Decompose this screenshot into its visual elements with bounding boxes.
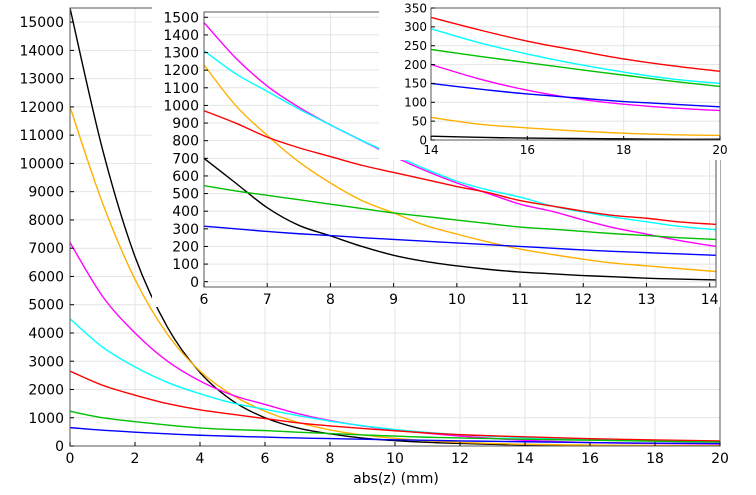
main-x-tick-label: 4 — [196, 451, 205, 467]
inset1-series-line-3 — [204, 22, 716, 248]
main-x-tick-label: 20 — [711, 451, 729, 467]
main-y-tick-label: 15000 — [19, 15, 64, 31]
main-y-tick-label: 0 — [55, 439, 64, 455]
inset2-x-tick-label: 14 — [423, 143, 438, 157]
inset1-series-group — [204, 22, 716, 281]
main-y-tick-label: 9000 — [28, 185, 64, 201]
inset1-y-tick-label: 1400 — [163, 28, 199, 44]
main-y-tick-label: 12000 — [19, 100, 64, 116]
inset2-series-line-1 — [431, 135, 720, 140]
main-y-tick-label: 3000 — [28, 354, 64, 370]
inset2-series-group — [431, 16, 720, 140]
main-series-group — [70, 8, 720, 446]
inset2-plot-frame — [430, 7, 721, 141]
main-x-tick-label: 16 — [581, 451, 599, 467]
inset1-x-tick-label: 12 — [574, 292, 592, 308]
inset2-series-line-5 — [431, 16, 720, 73]
main-x-tick-label: 12 — [451, 451, 469, 467]
inset1-series-line-5 — [204, 110, 716, 226]
inset1-x-tick-label: 14 — [701, 292, 719, 308]
main-x-tick-label: 6 — [261, 451, 270, 467]
inset1-x-tick-label: 13 — [638, 292, 656, 308]
inset1-series-line-7 — [204, 225, 716, 256]
inset1-y-tick-label: 100 — [172, 257, 199, 273]
inset1-x-tick-label: 10 — [448, 292, 466, 308]
x-axis-label: abs(z) (mm) — [353, 471, 439, 487]
main-series-line-5 — [70, 370, 720, 442]
main-y-tick-label: 6000 — [28, 269, 64, 285]
main-x-tick-label: 18 — [646, 451, 664, 467]
main-y-tick-label: 1000 — [28, 411, 64, 427]
main-x-tick-label: 14 — [516, 451, 534, 467]
inset2-y-tick-label: 200 — [404, 58, 427, 72]
main-series-line-6 — [70, 410, 720, 443]
main-y-tick-label: 10000 — [19, 156, 64, 172]
main-y-tick-label: 7000 — [28, 241, 64, 257]
inset1-x-tick-label: 9 — [389, 292, 398, 308]
inset1-y-tick-label: 600 — [172, 169, 199, 185]
inset1-y-tick-label: 1100 — [163, 81, 199, 97]
main-y-tick-label: 11000 — [19, 128, 64, 144]
main-y-tick-label: 2000 — [28, 383, 64, 399]
inset2-y-tick-label: 100 — [404, 96, 427, 110]
main-x-tick-label: 2 — [131, 451, 140, 467]
inset2-y-tick-label: 300 — [404, 20, 427, 34]
inset1-y-tick-label: 0 — [190, 275, 199, 291]
main-series-line-2 — [70, 106, 720, 446]
inset2-series-line-2 — [431, 116, 720, 137]
inset2-x-tick-label: 18 — [616, 143, 631, 157]
inset1-x-tick-label: 11 — [511, 292, 529, 308]
inset1-y-tick-label: 700 — [172, 151, 199, 167]
main-y-tick-label: 13000 — [19, 72, 64, 88]
inset1-series-line-2 — [204, 64, 716, 273]
inset2-y-tick-label: 0 — [419, 133, 427, 147]
inset2-x-tick-label: 16 — [520, 143, 535, 157]
inset1-y-tick-label: 400 — [172, 204, 199, 220]
inset2-y-tick-label: 250 — [404, 39, 427, 53]
main-x-tick-label: 10 — [386, 451, 404, 467]
inset2-series-line-6 — [431, 48, 720, 88]
main-x-tick-label: 8 — [326, 451, 335, 467]
main-y-tick-label: 5000 — [28, 298, 64, 314]
inset2-series-line-4 — [431, 28, 720, 85]
inset2-y-tick-label: 150 — [404, 77, 427, 91]
inset2-series-line-3 — [431, 63, 720, 112]
main-series-line-4 — [70, 318, 720, 443]
inset2-y-tick-label: 350 — [404, 1, 427, 15]
inset1-y-tick-label: 1200 — [163, 63, 199, 79]
inset1-y-tick-label: 900 — [172, 116, 199, 132]
inset2-series-line-7 — [431, 82, 720, 108]
inset2-y-tick-label: 50 — [412, 114, 427, 128]
main-series-line-7 — [70, 426, 720, 445]
inset1-y-tick-label: 1000 — [163, 98, 199, 114]
inset1-y-tick-label: 800 — [172, 134, 199, 150]
inset1-y-tick-label: 1500 — [163, 10, 199, 26]
inset1-y-tick-label: 300 — [172, 222, 199, 238]
inset1-x-tick-label: 7 — [263, 292, 272, 308]
main-x-tick-label: 0 — [66, 451, 75, 467]
inset1-series-line-1 — [204, 157, 716, 281]
inset1-x-tick-label: 6 — [200, 292, 209, 308]
inset2-x-tick-label: 20 — [712, 143, 727, 157]
inset1-series-line-6 — [204, 184, 716, 241]
main-y-tick-label: 14000 — [19, 43, 64, 59]
main-y-tick-label: 4000 — [28, 326, 64, 342]
inset1-y-tick-label: 200 — [172, 239, 199, 255]
inset1-y-tick-label: 500 — [172, 187, 199, 203]
main-y-tick-label: 8000 — [28, 213, 64, 229]
inset1-series-line-4 — [204, 50, 716, 231]
inset1-x-tick-label: 8 — [326, 292, 335, 308]
inset1-y-tick-label: 1300 — [163, 46, 199, 62]
